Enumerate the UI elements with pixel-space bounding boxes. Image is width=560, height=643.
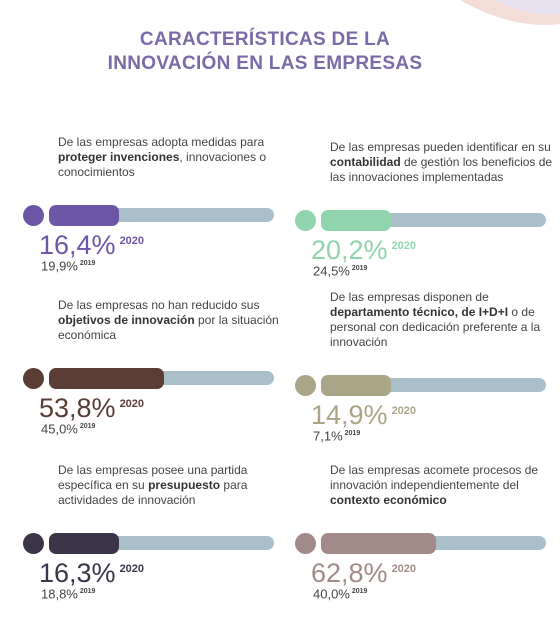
stat-card: De las empresas no han reducido sus obje… — [23, 298, 279, 478]
stat-desc-text: o de personal con dedicación preferente … — [330, 305, 541, 349]
stat-bar-track — [49, 532, 274, 554]
page-title-line1: CARACTERÍSTICAS DE LA — [139, 29, 391, 50]
stat-desc-text: De las empresas disponen de — [330, 290, 489, 304]
stat-current-value: 20,2% 2020 — [311, 231, 416, 265]
stat-desc-highlight: departamento técnico, de I+D+I — [330, 305, 509, 319]
stat-bar-fill — [321, 209, 391, 231]
stat-previous-number: 40,0% — [313, 586, 350, 602]
stat-previous-number: 18,8% — [41, 586, 78, 602]
stat-current-value: 53,8% 2020 — [39, 389, 144, 423]
stat-previous-value: 45,0% 2019 — [41, 419, 95, 437]
stat-previous-value: 7,1% 2019 — [313, 426, 360, 444]
stat-bar-fill — [49, 367, 164, 389]
stat-previous-number: 7,1% — [313, 428, 343, 444]
stat-description: De las empresas adopta medidas para prot… — [58, 135, 283, 180]
stat-desc-text: De las empresas acomete procesos de inno… — [330, 463, 539, 492]
stat-dot — [295, 375, 316, 396]
stat-previous-value: 40,0% 2019 — [313, 584, 367, 602]
stat-description: De las empresas disponen de departamento… — [330, 290, 555, 350]
stat-previous-number: 24,5% — [313, 263, 350, 279]
stat-card: De las empresas posee una partida especí… — [23, 463, 278, 643]
stat-desc-text: para actividades de innovación — [58, 478, 248, 507]
stat-current-value: 62,8% 2020 — [311, 554, 416, 588]
stat-card: De las empresas pueden identificar en su… — [295, 140, 552, 320]
stat-previous-number: 45,0% — [41, 421, 78, 437]
stat-previous-year: 2019 — [351, 588, 368, 595]
decorative-corner-swoosh — [460, 0, 560, 25]
stat-current-value: 14,9% 2020 — [311, 396, 416, 430]
stat-bar-fill — [321, 532, 436, 554]
stat-current-number: 53,8% — [39, 393, 116, 423]
stat-previous-year: 2019 — [344, 430, 361, 437]
stat-current-number: 20,2% — [311, 235, 388, 265]
stat-description: De las empresas no han reducido sus obje… — [58, 298, 283, 343]
stat-desc-highlight: contexto económico — [330, 493, 447, 507]
stat-previous-value: 19,9% 2019 — [41, 256, 95, 274]
stat-desc-highlight: objetivos de innovación — [58, 313, 195, 327]
stat-previous-value: 24,5% 2019 — [313, 261, 367, 279]
stat-card: De las empresas adopta medidas para prot… — [23, 135, 278, 315]
stat-desc-highlight: proteger invenciones — [58, 150, 180, 164]
stat-current-number: 16,4% — [39, 230, 116, 260]
stat-desc-text: De las empresas no han reducido sus — [58, 298, 260, 312]
stat-desc-text: De las empresas posee una partida especí… — [58, 463, 248, 492]
stat-previous-year: 2019 — [79, 588, 96, 595]
stat-bar-track — [321, 374, 546, 396]
stat-previous-year: 2019 — [79, 423, 96, 430]
stat-current-value: 16,4% 2020 — [39, 226, 144, 260]
stat-previous-year: 2019 — [79, 260, 96, 267]
stat-description: De las empresas acomete procesos de inno… — [330, 463, 555, 508]
page-title-line2: INNOVACIÓN EN LAS EMPRESAS — [107, 53, 423, 74]
stat-previous-year: 2019 — [351, 265, 368, 272]
stat-current-year: 2020 — [119, 235, 145, 247]
stat-desc-highlight: contabilidad — [330, 155, 401, 169]
stat-desc-highlight: presupuesto — [148, 478, 221, 492]
stat-desc-text: De las empresas pueden identificar en su — [330, 140, 551, 154]
stat-current-year: 2020 — [391, 240, 417, 252]
stat-current-year: 2020 — [391, 563, 417, 575]
stat-current-year: 2020 — [391, 405, 417, 417]
stat-desc-text: de gestión los beneficios de las innovac… — [330, 155, 553, 184]
stat-dot — [295, 210, 316, 231]
stat-previous-value: 18,8% 2019 — [41, 584, 95, 602]
stat-current-number: 16,3% — [39, 558, 116, 588]
stat-dot — [23, 368, 44, 389]
stat-bar-track — [49, 367, 274, 389]
stat-description: De las empresas posee una partida especí… — [58, 463, 283, 508]
stat-card: De las empresas disponen de departamento… — [295, 290, 550, 470]
stat-bar-track — [321, 532, 546, 554]
stat-desc-text: De las empresas adopta medidas para — [58, 135, 265, 149]
stat-previous-number: 19,9% — [41, 258, 78, 274]
stat-dot — [23, 533, 44, 554]
stat-current-number: 62,8% — [311, 558, 388, 588]
stat-bar-fill — [49, 204, 119, 226]
stat-bar-fill — [321, 374, 391, 396]
stat-desc-text: , innovaciones o conocimientos — [58, 150, 267, 179]
stat-card: De las empresas acomete procesos de inno… — [295, 463, 550, 643]
stat-bar-track — [321, 209, 546, 231]
stat-current-number: 14,9% — [311, 400, 388, 430]
stat-bar-track — [49, 204, 274, 226]
stat-bar-fill — [49, 532, 119, 554]
stat-current-value: 16,3% 2020 — [39, 554, 144, 588]
stat-dot — [23, 205, 44, 226]
stat-desc-text: por la situación económica — [58, 313, 279, 342]
stat-current-year: 2020 — [119, 563, 145, 575]
stat-current-year: 2020 — [119, 398, 145, 410]
stat-description: De las empresas pueden identificar en su… — [330, 140, 555, 185]
stat-dot — [295, 533, 316, 554]
